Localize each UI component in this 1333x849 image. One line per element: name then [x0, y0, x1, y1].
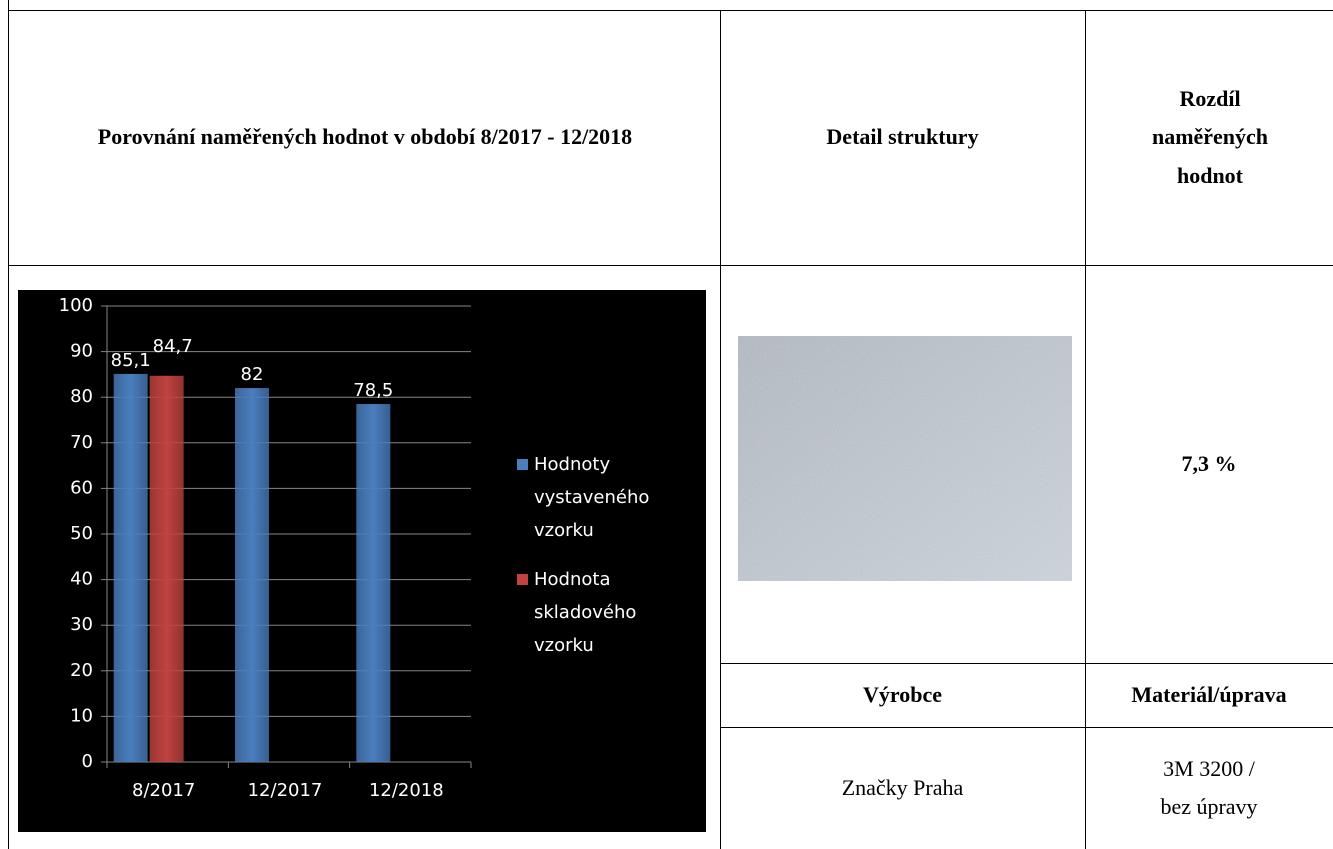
- chart-svg: 0 10 20 30 40 50 60 70 80 90 100 8/2017 85,184,7 12/2…: [59, 295, 472, 801]
- x-tick-label: 12/2018: [369, 780, 444, 801]
- header-cell: Porovnání naměřených hodnot v období 8/2…: [97, 124, 633, 150]
- subheader-cell: Výrobce: [862, 681, 943, 707]
- border: [720, 10, 721, 849]
- border: [720, 727, 1333, 728]
- x-tick-label: 12/2017: [248, 780, 323, 801]
- y-tick-label: 70: [70, 432, 93, 453]
- legend-item: Hodnoty vystaveného vzorku: [517, 448, 654, 547]
- legend-marker: [517, 574, 528, 585]
- data-label: 82: [241, 364, 264, 385]
- subheader-cell: Materiál/úprava: [1131, 681, 1287, 707]
- legend: Hodnoty vystaveného vzorku Hodnota sklado…: [517, 448, 654, 678]
- bar: [149, 375, 184, 762]
- y-tick-label: 60: [70, 477, 93, 498]
- y-tick-label: 0: [82, 751, 93, 772]
- y-tick-label: 20: [70, 660, 93, 681]
- y-tick-label: 50: [70, 523, 93, 544]
- difference: 7,3 %: [1181, 450, 1237, 476]
- data-label: 85,1: [111, 350, 151, 371]
- border: [8, 10, 1333, 11]
- border: [1085, 10, 1086, 849]
- y-tick-label: 80: [70, 386, 93, 407]
- legend-label: Hodnoty vystaveného vzorku: [534, 454, 650, 541]
- y-tick-label: 100: [59, 295, 93, 316]
- legend-item: Hodnota skladového vzorku: [517, 563, 654, 662]
- bar: [235, 388, 269, 762]
- data-label: 78,5: [353, 380, 393, 401]
- y-tick-label: 10: [70, 705, 93, 726]
- material: 3M 3200 / bez úpravy: [1085, 727, 1333, 849]
- material-line: 3M 3200 /: [1163, 755, 1255, 781]
- header-cell: Detail struktury: [826, 124, 979, 150]
- manufacturer: Značky Praha: [841, 774, 964, 800]
- border: [8, 0, 9, 849]
- structure-image: [738, 336, 1072, 581]
- material-line: bez úpravy: [1160, 794, 1258, 819]
- legend-label: Hodnota skladového vzorku: [534, 569, 637, 656]
- bar: [113, 373, 148, 762]
- legend-marker: [517, 459, 528, 470]
- chart: 0 10 20 30 40 50 60 70 80 90 100 8/2017 85,1 84,7 12/2…: [18, 290, 706, 832]
- y-tick-label: 30: [70, 614, 93, 635]
- y-tick-label: 40: [70, 569, 93, 590]
- x-tick-label: 8/2017: [132, 780, 195, 801]
- y-tick-label: 90: [70, 341, 93, 362]
- header-cell: Rozdíl naměřených hodnot: [1151, 85, 1269, 188]
- border: [8, 265, 1333, 266]
- bar: [356, 404, 391, 762]
- data-label: 84,7: [153, 336, 193, 357]
- border: [720, 663, 1333, 664]
